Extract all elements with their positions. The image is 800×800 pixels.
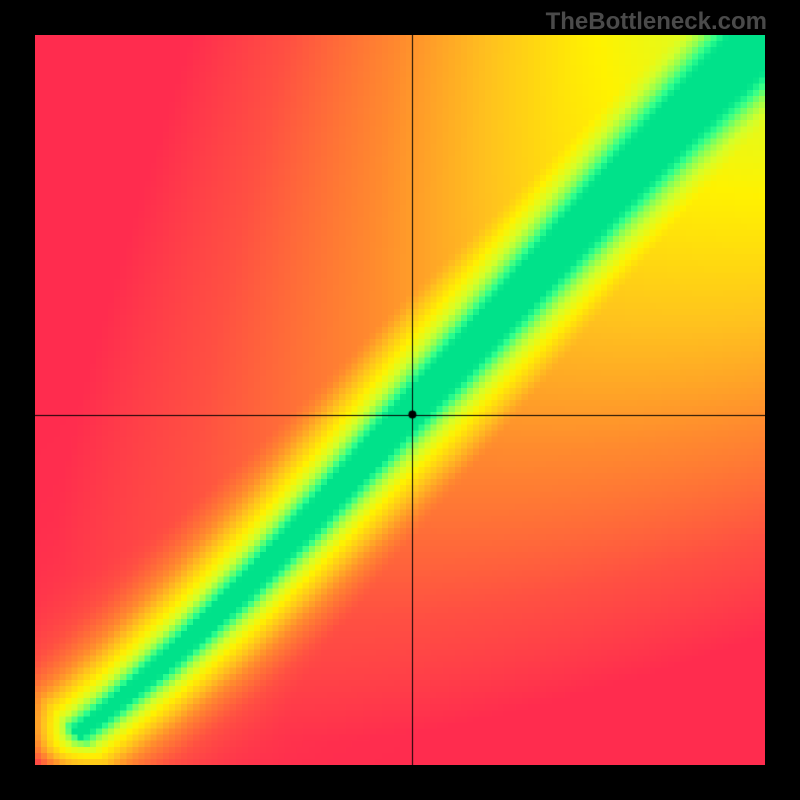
bottleneck-heatmap <box>35 35 765 765</box>
chart-container: TheBottleneck.com <box>0 0 800 800</box>
watermark-text: TheBottleneck.com <box>546 8 767 36</box>
